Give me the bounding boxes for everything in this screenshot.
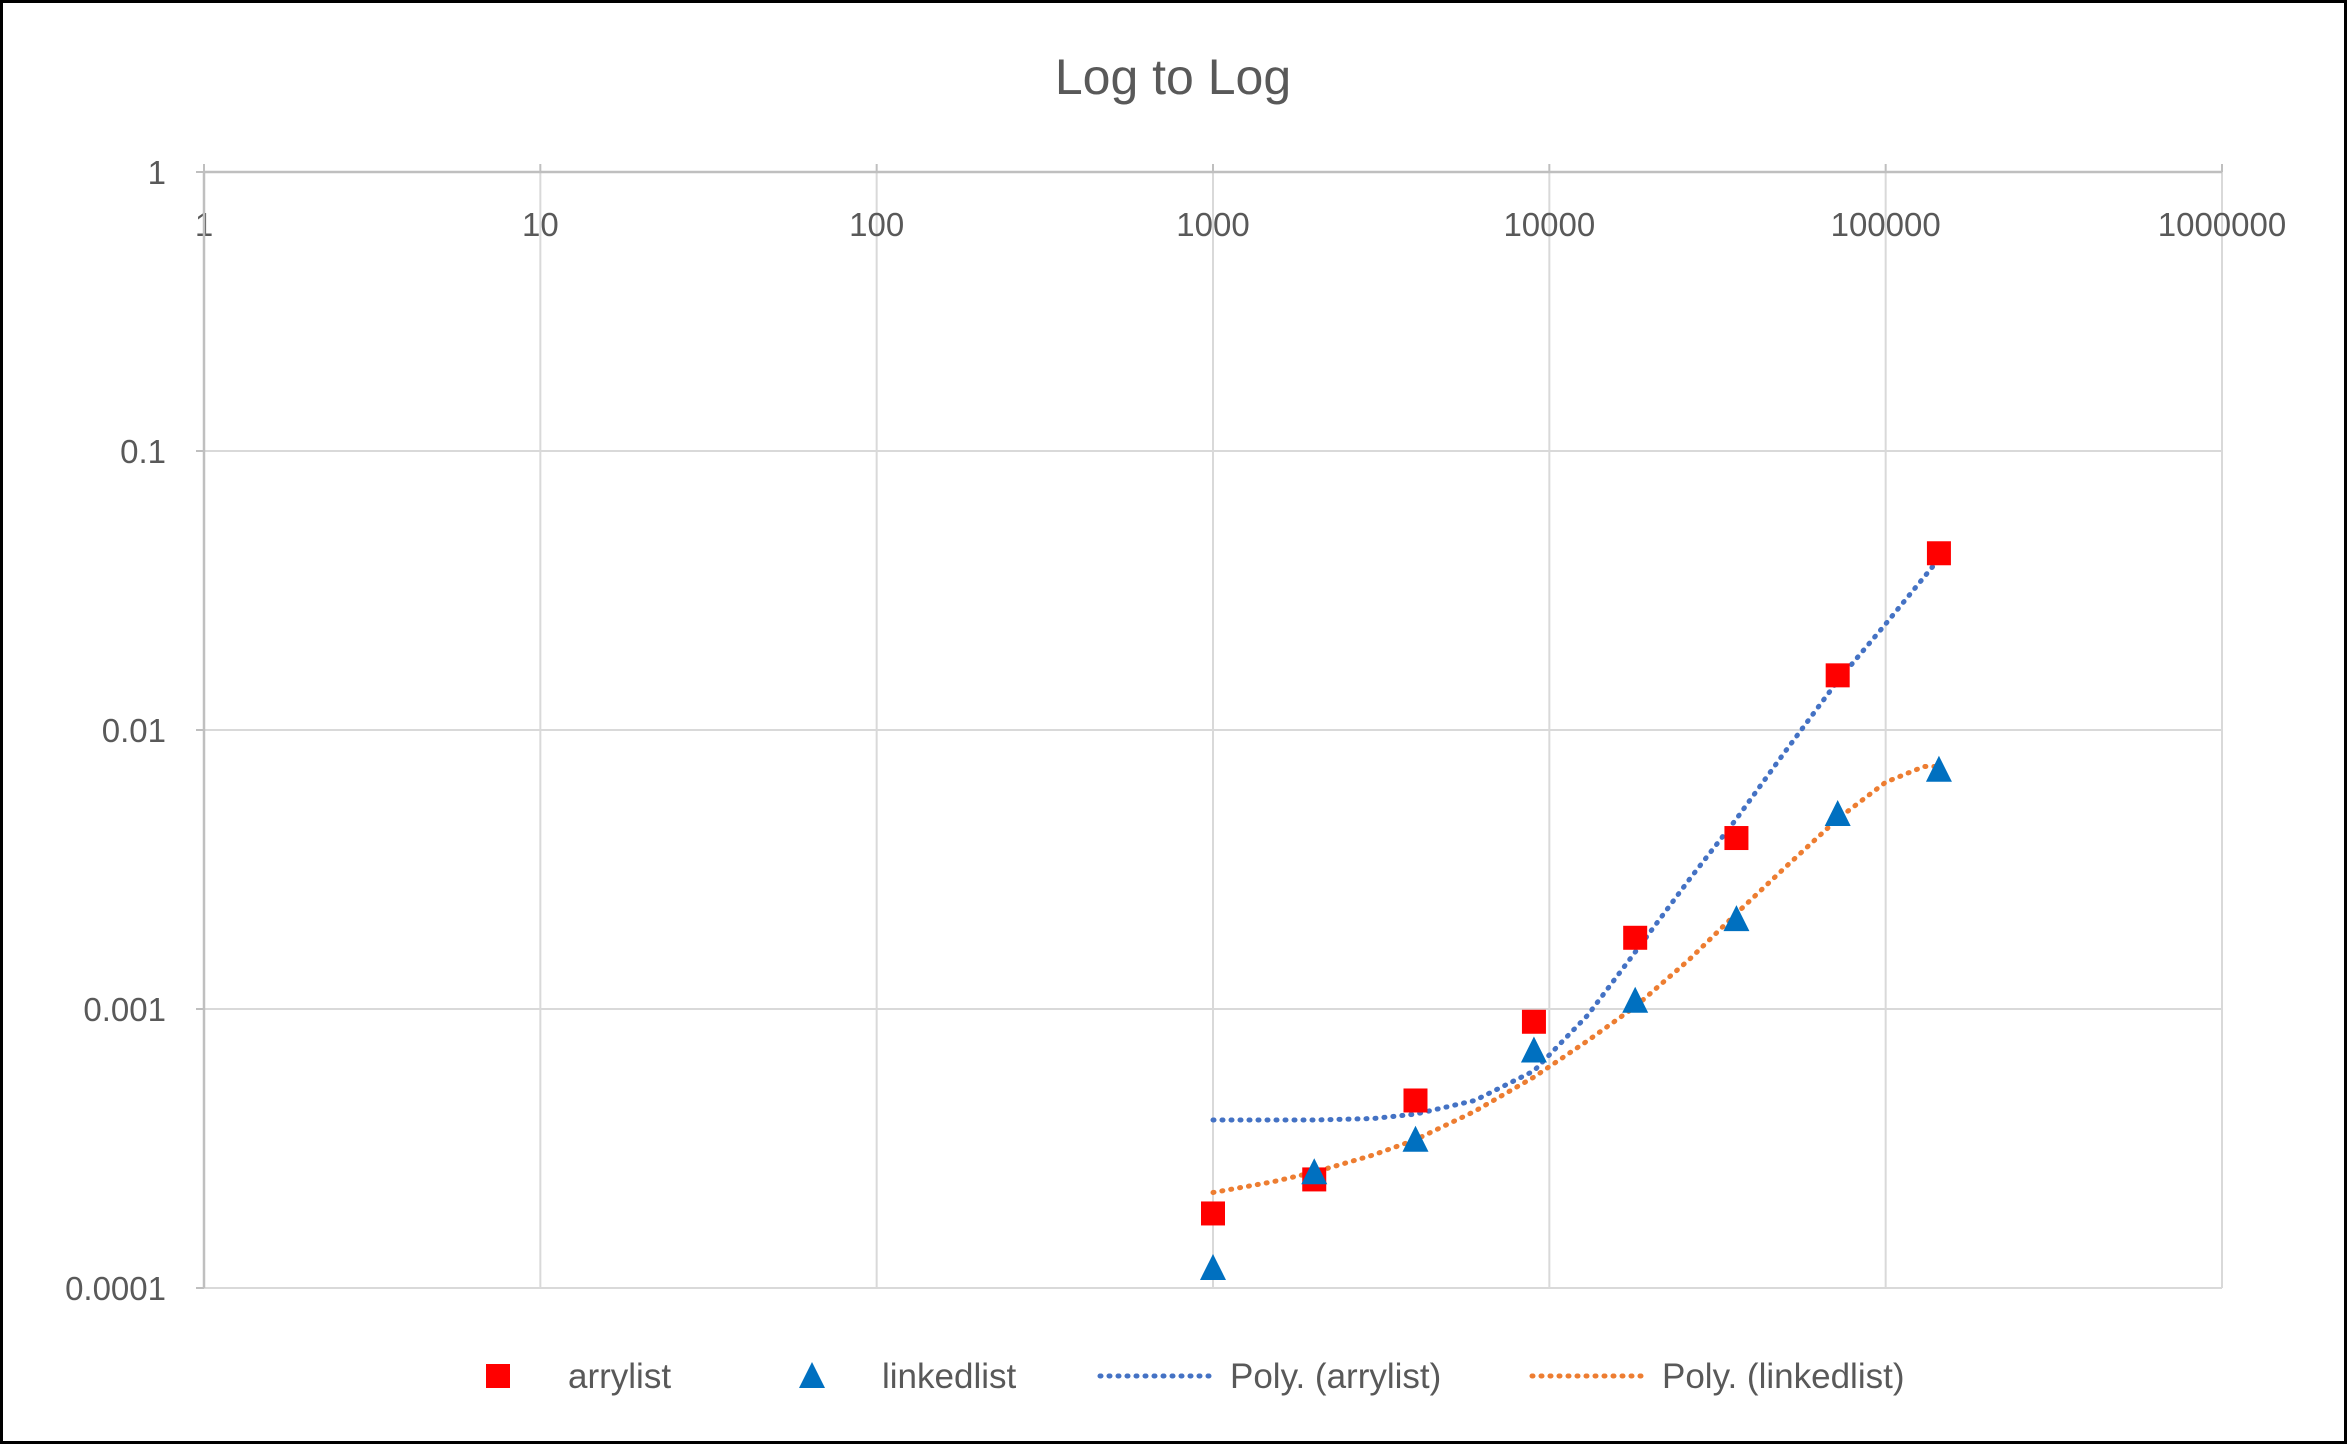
- y-tick-label: 0.001: [83, 991, 166, 1028]
- legend: arrylist linkedlist Poly. (arrylist) Poly. …: [486, 1357, 1904, 1396]
- linkedlist-point: [1925, 755, 1952, 782]
- linkedlist-point: [1520, 1036, 1547, 1063]
- arrylist-point: [1403, 1088, 1428, 1113]
- grid-layer: [203, 172, 2223, 1289]
- arrylist-point: [1926, 541, 1951, 566]
- axis-layer: 110100100010000100000100000010.10.010.00…: [65, 154, 2286, 1307]
- legend-marker-arrylist: [486, 1364, 510, 1388]
- y-tick-label: 1: [148, 154, 166, 191]
- linkedlist-point: [1622, 986, 1649, 1013]
- x-tick-label: 10: [522, 206, 559, 243]
- linkedlist-point: [1301, 1158, 1328, 1185]
- trendline-layer: [1210, 556, 1942, 1195]
- linkedlist-point: [1402, 1125, 1429, 1152]
- legend-label: Poly. (arrylist): [1230, 1357, 1441, 1396]
- x-tick-label: 100000: [1831, 206, 1941, 243]
- linkedlist-point: [1824, 799, 1851, 826]
- arrylist-point: [1201, 1201, 1225, 1226]
- arrylist-point: [1623, 925, 1648, 950]
- y-tick-label: 0.0001: [65, 1270, 166, 1307]
- x-tick-label: 100: [849, 206, 904, 243]
- trendline-poly-arrylist: [1210, 556, 1942, 1123]
- arrylist-point: [1521, 1009, 1546, 1034]
- x-tick-label: 10000: [1503, 206, 1595, 243]
- x-tick-label: 1000000: [2158, 206, 2286, 243]
- linkedlist-point: [1723, 905, 1750, 932]
- arrylist-point: [1724, 826, 1749, 851]
- legend-label: Poly. (linkedlist): [1662, 1357, 1904, 1396]
- trendline-poly-linkedlist: [1210, 764, 1942, 1195]
- x-tick-label: 1000: [1176, 206, 1249, 243]
- marker-layer: [1200, 541, 1952, 1280]
- y-tick-label: 0.01: [102, 712, 166, 749]
- y-tick-label: 0.1: [120, 433, 166, 470]
- chart-title: Log to Log: [1055, 49, 1291, 105]
- arrylist-point: [1825, 663, 1850, 688]
- linkedlist-point: [1200, 1253, 1226, 1280]
- legend-label: linkedlist: [882, 1357, 1016, 1396]
- legend-marker-linkedlist: [799, 1362, 825, 1388]
- legend-label: arrylist: [568, 1357, 671, 1396]
